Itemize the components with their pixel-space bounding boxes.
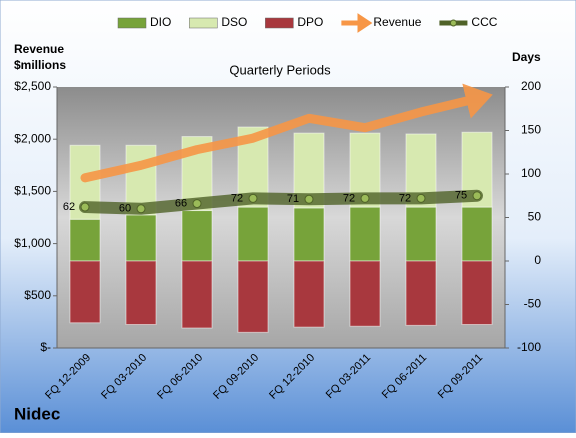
point xyxy=(304,194,314,204)
y-label: Revenue xyxy=(14,42,64,56)
bar xyxy=(125,260,157,326)
y-tick-label: $1,000 xyxy=(14,236,51,250)
bar xyxy=(181,210,213,262)
y-tick-label: $1,500 xyxy=(14,184,51,198)
legend-label: CCC xyxy=(471,15,497,29)
legend-label: DPO xyxy=(297,15,323,29)
y-tick-label: $- xyxy=(40,340,51,354)
line xyxy=(80,83,493,183)
bar xyxy=(349,206,381,262)
legend-swatch xyxy=(265,17,294,29)
bar xyxy=(461,206,493,262)
bar xyxy=(405,206,437,262)
legend: DIO DSO DPO Revenue CCC xyxy=(117,13,498,33)
legend-label: DIO xyxy=(150,15,171,29)
data-label: 66 xyxy=(175,197,187,209)
caption: Nidec xyxy=(14,404,60,423)
point xyxy=(192,199,202,209)
data-label: 72 xyxy=(343,192,355,204)
legend-label: DSO xyxy=(221,15,247,29)
y2-tick-label: 50 xyxy=(528,210,542,224)
legend-swatch xyxy=(117,17,147,29)
bar xyxy=(69,218,101,262)
bar xyxy=(237,260,269,333)
data-label: 75 xyxy=(455,190,467,202)
point xyxy=(416,193,426,203)
bar xyxy=(349,260,381,327)
data-label: 62 xyxy=(63,201,75,213)
y2-tick-label: -50 xyxy=(524,297,542,311)
legend-label: Revenue xyxy=(373,15,421,29)
bar xyxy=(461,260,493,326)
point xyxy=(472,191,482,201)
y2-label: Days xyxy=(512,50,541,64)
point xyxy=(80,202,90,212)
y2-tick-label: -100 xyxy=(517,340,541,354)
y-tick-label: $500 xyxy=(24,288,51,302)
y-tick-label: $2,000 xyxy=(14,131,51,145)
chart-title: Quarterly Periods xyxy=(229,62,331,77)
point xyxy=(360,193,370,203)
y-tick-label: $2,500 xyxy=(14,79,51,93)
data-label: 71 xyxy=(287,193,299,205)
y2-tick-label: 200 xyxy=(521,79,541,93)
bar xyxy=(405,260,437,326)
y2-tick-label: 150 xyxy=(521,123,541,137)
data-label: 60 xyxy=(119,203,131,215)
bar xyxy=(293,207,325,262)
point xyxy=(136,204,146,214)
bar xyxy=(181,260,213,329)
y2-tick-label: 0 xyxy=(534,253,541,267)
bar xyxy=(69,260,101,324)
bar xyxy=(125,214,157,262)
line xyxy=(79,189,483,215)
y2-tick-label: 100 xyxy=(521,166,541,180)
legend-swatch xyxy=(189,17,218,29)
bar xyxy=(293,260,325,328)
y-label: $millions xyxy=(14,58,66,72)
bar xyxy=(237,206,269,262)
legend-swatch xyxy=(449,19,457,27)
data-label: 72 xyxy=(399,192,411,204)
point xyxy=(248,193,258,203)
data-label: 72 xyxy=(231,192,243,204)
